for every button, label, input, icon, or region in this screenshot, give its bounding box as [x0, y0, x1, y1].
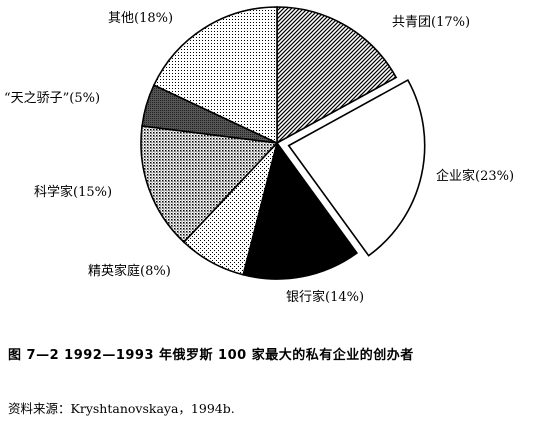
slice-label: 其他(18%) — [108, 11, 173, 26]
pie-slice — [287, 79, 426, 257]
slice-label: 科学家(15%) — [34, 184, 112, 200]
pie-slice — [276, 6, 398, 145]
source-note: 资料来源：Kryshtanovskaya，1994b. — [8, 401, 235, 416]
pie-slice — [242, 141, 359, 280]
pie-chart: 共青团(17%) 企业家(23%) 银行家(14%) 精英家庭(8%) 科学家(15%)… — [4, 6, 514, 305]
pie-slice — [140, 125, 279, 244]
slice-label: “天之骄子”(5%) — [4, 91, 100, 106]
pie-slice — [152, 6, 278, 145]
figure-caption: 图 7—2 1992—1993 年俄罗斯 100 家最大的私有企业的创办者 — [8, 348, 414, 363]
slice-label: 精英家庭(8%) — [88, 263, 171, 279]
slice-label: 共青团(17%) — [392, 15, 470, 30]
slice-label: 银行家(14%) — [286, 289, 364, 305]
slice-label: 企业家(23%) — [436, 168, 514, 184]
